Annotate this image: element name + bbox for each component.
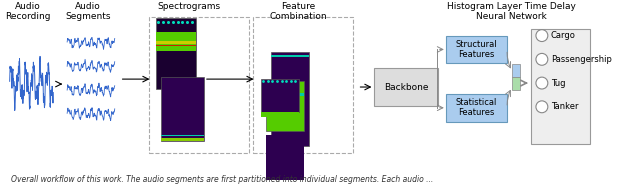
Text: Tanker: Tanker <box>551 102 579 111</box>
Bar <box>512 64 520 77</box>
Text: Backbone: Backbone <box>384 83 428 92</box>
Circle shape <box>536 77 548 89</box>
Circle shape <box>536 53 548 65</box>
Bar <box>266 81 304 131</box>
Text: Overall workflow of this work. The audio segments are first partitioned into ind: Overall workflow of this work. The audio… <box>11 175 433 184</box>
Bar <box>271 55 309 57</box>
Bar <box>161 77 204 141</box>
FancyBboxPatch shape <box>374 68 438 106</box>
Bar <box>156 41 196 44</box>
FancyBboxPatch shape <box>445 94 507 122</box>
Text: Spectrograms: Spectrograms <box>157 2 221 11</box>
Bar <box>161 138 204 141</box>
Bar <box>161 135 204 137</box>
Text: Passengership: Passengership <box>551 55 612 64</box>
Bar <box>261 112 299 117</box>
Bar <box>156 45 196 46</box>
Bar <box>266 93 304 96</box>
Text: Histogram Layer Time Delay
Neural Network: Histogram Layer Time Delay Neural Networ… <box>447 2 575 21</box>
Circle shape <box>536 101 548 113</box>
Text: Tug: Tug <box>551 78 565 88</box>
Text: Audio
Recording: Audio Recording <box>4 2 51 21</box>
Text: Cargo: Cargo <box>551 31 575 40</box>
Text: Audio
Segments: Audio Segments <box>65 2 111 21</box>
FancyBboxPatch shape <box>445 36 507 63</box>
Bar <box>271 52 309 146</box>
Bar <box>512 77 520 90</box>
Text: Statistical
Features: Statistical Features <box>456 98 497 118</box>
FancyBboxPatch shape <box>531 29 591 144</box>
Text: Structural
Features: Structural Features <box>456 40 497 59</box>
Text: Feature
Combination: Feature Combination <box>269 2 327 21</box>
Bar <box>156 18 196 89</box>
Circle shape <box>536 30 548 41</box>
Bar <box>266 135 304 180</box>
Bar <box>156 32 196 51</box>
Bar <box>261 79 299 112</box>
